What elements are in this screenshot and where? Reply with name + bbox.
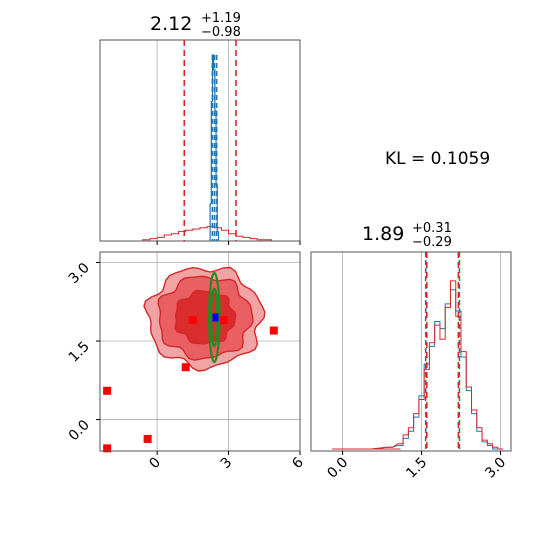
bl-marker-1 [103,444,112,453]
bottom-right-title: 1.89 +0.31 −0.29 [362,221,452,250]
bottom-right-title-plus: +0.31 [412,221,452,236]
bottom-left-contour-panel: 0 3 6 0.0 1.5 3.0 [66,251,307,473]
top-left-histogram-panel [99,39,301,245]
bl-marker-0 [103,386,112,395]
bl-reference-contour-level-0 [207,271,221,364]
bl-x-tick-label-2: 6 [289,454,307,472]
tl-approx-histogram [142,226,272,241]
bl-marker-2 [143,434,152,443]
bl-truth-marker [212,313,219,322]
bottom-right-title-median: 1.89 [362,223,404,245]
bl-marker-6 [269,326,278,335]
bl-y-tick-label-2: 3.0 [66,260,93,287]
br-x-tick-label-0: 0.0 [324,455,351,482]
bl-marker-5 [219,316,228,325]
top-left-title-median: 2.12 [150,13,192,35]
bl-y-tick-label-1: 1.5 [66,339,93,366]
bl-x-tick-label-1: 3 [218,455,236,473]
bottom-right-histogram-panel: 0.0 1.5 3.0 [310,251,512,482]
bl-frame [99,251,301,452]
br-x-tick-label-1: 1.5 [403,455,430,482]
top-left-title-minus: −0.98 [201,25,241,40]
br-approx-histogram [345,280,504,450]
br-x-tick-label-2: 3.0 [482,455,509,482]
bottom-right-title-minus: −0.29 [412,235,452,250]
kl-divergence-label: KL = 0.1059 [385,149,490,169]
bl-x-tick-label-0: 0 [146,455,164,473]
top-left-title: 2.12 +1.19 −0.98 [150,11,241,40]
bl-marker-3 [181,363,190,372]
tl-frame [99,39,301,242]
br-frame [310,251,512,452]
bl-y-tick-label-0: 0.0 [66,417,93,444]
top-left-title-plus: +1.19 [201,11,241,26]
bl-marker-4 [188,316,197,325]
